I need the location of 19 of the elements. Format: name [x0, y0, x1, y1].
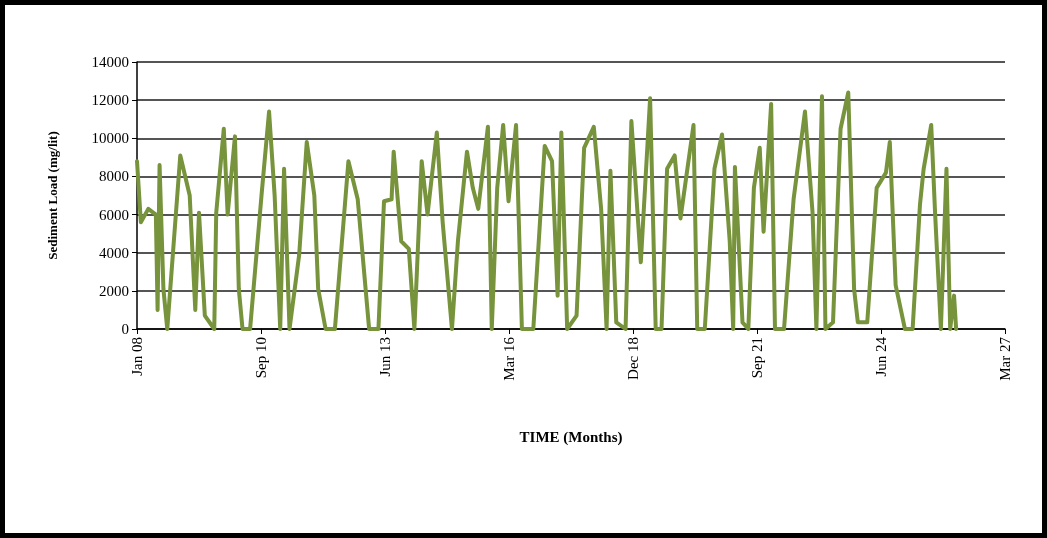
x-tick-label: Jun 13 [377, 337, 393, 377]
x-tick-label: Mar 16 [501, 336, 517, 381]
x-tick-label: Mar 27 [997, 336, 1013, 381]
line-series [135, 90, 959, 331]
y-tick-label: 10000 [91, 130, 129, 147]
x-tick-label: Sep 21 [749, 337, 765, 379]
x-tick-label: Jun 24 [873, 336, 889, 377]
y-tick-label: 12000 [91, 92, 129, 109]
x-tick-label: Sep 10 [253, 337, 269, 379]
y-tick-label: 14000 [91, 54, 129, 70]
x-tick-label: Dec 18 [625, 337, 641, 380]
y-tick-label: 6000 [99, 206, 129, 223]
y-tick-label: 4000 [99, 244, 129, 261]
y-tick-label: 0 [121, 321, 129, 337]
x-axis-title: TIME (Months) [519, 428, 623, 446]
y-tick-label: 8000 [99, 168, 129, 185]
x-tick-label: Jan 08 [129, 337, 145, 376]
y-axis-title: Sediment Load (mg/lit) [45, 131, 60, 260]
y-tick-label: 2000 [99, 282, 129, 299]
